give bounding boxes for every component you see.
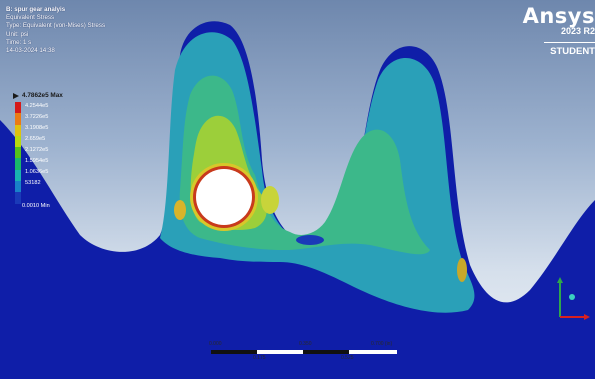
result-date: 14-03-2024 14:38 xyxy=(6,47,55,55)
scale-segment xyxy=(303,350,349,354)
scale-segment xyxy=(257,350,303,354)
scale-sublabel-left: 0.175 xyxy=(253,355,266,361)
legend-label: 1.5954e5 xyxy=(25,158,49,164)
stress-patch xyxy=(261,186,279,214)
legend-swatch xyxy=(15,124,21,136)
gear-body xyxy=(0,21,595,379)
legend-swatch xyxy=(15,169,21,182)
legend-label: 2.1272e5 xyxy=(25,147,49,153)
brand-edition: STUDENT xyxy=(544,42,595,57)
max-marker-icon xyxy=(13,93,19,99)
result-name: Equivalent Stress xyxy=(6,14,55,22)
legend-swatch xyxy=(15,102,21,114)
contour-legend[interactable]: 4.7862e5 Max 4.2544e5 3.7226e5 3.1908e5 … xyxy=(13,92,73,213)
stress-patch xyxy=(457,258,467,282)
scale-bar: 0.000 0.350 0.700 (in) 0.175 0.525 xyxy=(209,341,397,362)
legend-swatch xyxy=(15,181,21,193)
legend-label: 4.2544e5 xyxy=(25,103,49,109)
legend-swatch xyxy=(15,147,21,159)
gear-hole xyxy=(196,169,252,225)
legend-max-label: 4.7862e5 Max xyxy=(22,92,63,99)
legend-min-label: 0.0010 Min xyxy=(22,203,50,209)
legend-label: 1.0636e5 xyxy=(25,169,49,175)
brand-name: Ansys xyxy=(522,4,595,28)
scale-segment xyxy=(349,350,397,354)
analysis-title: B: spur gear analyis xyxy=(6,6,66,13)
result-unit: Unit: psi xyxy=(6,30,29,38)
scale-segment xyxy=(211,350,257,354)
scale-bar-graphic xyxy=(211,350,397,354)
legend-swatch xyxy=(15,135,21,148)
axis-triad-icon[interactable] xyxy=(556,275,592,325)
legend-label: 53182 xyxy=(25,180,41,186)
legend-label: 3.7226e5 xyxy=(25,114,49,120)
ansys-logo: Ansys 2023 R2 STUDENT xyxy=(523,4,595,59)
stress-patch xyxy=(296,235,324,245)
legend-swatch xyxy=(15,192,21,204)
result-type: Type: Equivalent (von-Mises) Stress xyxy=(6,22,106,30)
scale-sublabel-right: 0.525 xyxy=(341,355,354,361)
scale-label-left: 0.000 xyxy=(209,341,222,347)
result-time: Time: 1 s xyxy=(6,38,32,46)
legend-color-bar xyxy=(15,102,21,204)
result-info-panel: B: spur gear analyis Equivalent Stress T… xyxy=(6,6,105,55)
scale-label-right: 0.700 (in) xyxy=(371,341,393,347)
brand-version: 2023 R2 xyxy=(560,26,595,36)
scale-label-mid: 0.350 xyxy=(299,341,312,347)
legend-swatch xyxy=(15,158,21,170)
legend-label: 2.659e5 xyxy=(25,136,46,142)
stress-patch xyxy=(174,200,186,220)
legend-swatch xyxy=(15,113,21,125)
legend-label: 3.1908e5 xyxy=(25,125,49,131)
